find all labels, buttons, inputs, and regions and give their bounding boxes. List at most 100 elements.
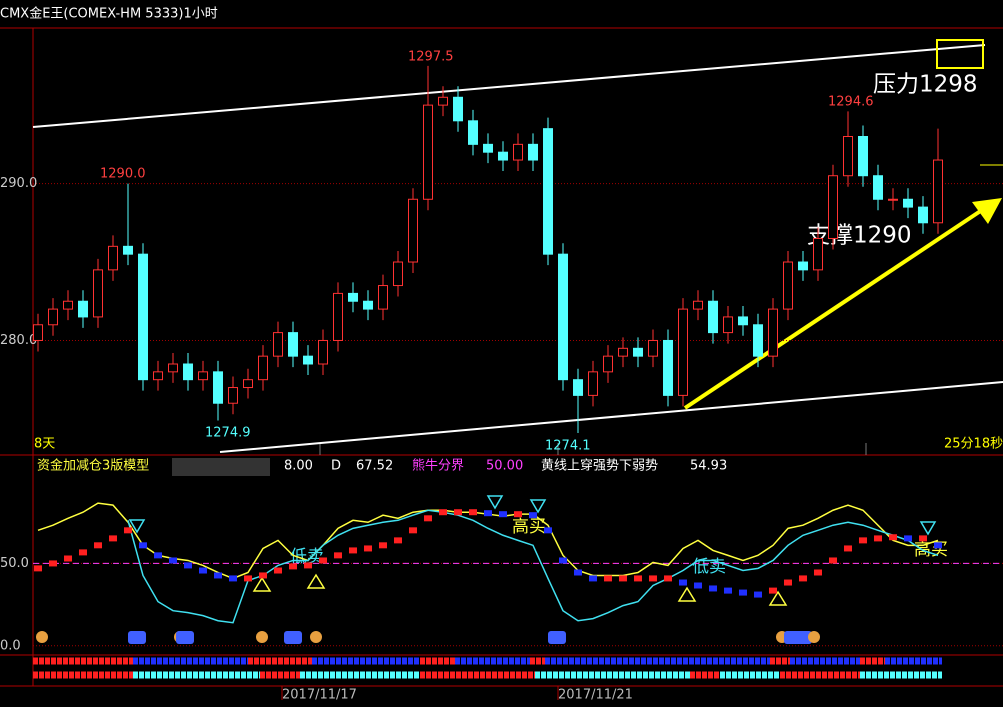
chart-title: CMX金E王(COMEX-HM 5333)1小时 (0, 6, 218, 22)
ma-point (724, 587, 732, 594)
ma-point (484, 510, 492, 517)
ma-point (694, 582, 702, 589)
candle-body (558, 253, 568, 381)
buy-signal (768, 590, 788, 606)
signal-label: 高买 (512, 517, 546, 537)
price-annotation: 1297.5 (408, 50, 454, 65)
ma-point (109, 535, 117, 542)
candle-body (918, 206, 928, 224)
ma-point (559, 557, 567, 564)
ma-point (769, 587, 777, 594)
ma-point (79, 549, 87, 556)
ma-point (829, 557, 837, 564)
candle-body (858, 136, 868, 177)
y-tick-label: 50.0 (0, 556, 29, 571)
ma-point (394, 537, 402, 544)
ma-point (154, 552, 162, 559)
ma-point (709, 585, 717, 592)
candle-body (723, 316, 733, 334)
candle-body (138, 253, 148, 381)
y-tick-label: 280.0 (0, 333, 37, 348)
candle-body (318, 339, 328, 365)
ma-point (334, 552, 342, 559)
candle-body (663, 339, 673, 396)
candle-body (153, 371, 163, 381)
candle-body (768, 308, 778, 357)
candle-body (513, 143, 523, 161)
note-name: 黄线上穿强势下弱势 (541, 458, 658, 474)
ma-point (304, 562, 312, 569)
ma-point (574, 569, 582, 576)
x-tick-label: 2017/11/17 (282, 688, 357, 703)
candle-body (243, 379, 253, 389)
price-annotation: 1274.1 (545, 439, 591, 454)
candle-body (588, 371, 598, 396)
ma-point (844, 545, 852, 552)
candle-body (453, 96, 463, 122)
ma-point (889, 534, 897, 541)
candle-body (783, 261, 793, 310)
ma-point (439, 509, 447, 516)
ma-point (409, 527, 417, 534)
ma-point (544, 527, 552, 534)
candle-body (738, 316, 748, 326)
ma-point (874, 535, 882, 542)
candle-body (48, 308, 58, 326)
price-annotation: 1294.6 (828, 95, 874, 110)
ma-point (214, 572, 222, 579)
buy-signal (306, 573, 326, 589)
candle-body (333, 292, 343, 341)
indicator-value: 8.00 (284, 459, 313, 474)
candle-body (213, 371, 223, 404)
candle-body (708, 300, 718, 334)
candle-body (303, 355, 313, 365)
candle-body (633, 347, 643, 357)
candle-body (618, 347, 628, 357)
candle-body (198, 371, 208, 381)
candle-body (933, 159, 943, 224)
support-label: 支撑1290 (807, 223, 912, 249)
ma-point (814, 569, 822, 576)
candle-body (543, 128, 553, 255)
candle-body (33, 324, 43, 341)
candle-body (393, 261, 403, 287)
arrow-head (972, 198, 1002, 224)
ma-point (784, 579, 792, 586)
candle-body (843, 136, 853, 177)
status-strip (33, 657, 942, 679)
candle-body (498, 151, 508, 161)
ma-point (94, 542, 102, 549)
indicator-value: 67.52 (356, 459, 393, 474)
ma-point (34, 565, 42, 572)
ma-point (739, 589, 747, 596)
candle-body (528, 143, 538, 161)
ma-point (64, 555, 72, 562)
countdown-label: 25分18秒 (944, 437, 1003, 452)
buy-signal (252, 576, 272, 592)
x-tick-label: 2017/11/21 (558, 688, 633, 703)
resistance-box (936, 39, 984, 69)
ma-point (604, 575, 612, 582)
ma-point (289, 563, 297, 570)
ma-point (49, 560, 57, 567)
ma-point (904, 535, 912, 542)
candle-body (228, 387, 238, 404)
threshold-value: 50.00 (486, 459, 523, 474)
ma-point (379, 542, 387, 549)
note-value: 54.93 (690, 459, 727, 474)
candle-body (903, 198, 913, 208)
ma-point (364, 545, 372, 552)
support-arrow (683, 206, 987, 410)
ma-point (319, 557, 327, 564)
ma-point (469, 509, 477, 516)
candle-body (288, 332, 298, 357)
candle-body (408, 198, 418, 263)
candle-body (888, 198, 898, 201)
candle-body (108, 245, 118, 271)
sell-signal (128, 519, 146, 534)
candle-body (273, 332, 283, 357)
candle-body (123, 245, 133, 255)
ma-point (934, 542, 942, 549)
icon-row (36, 631, 820, 644)
